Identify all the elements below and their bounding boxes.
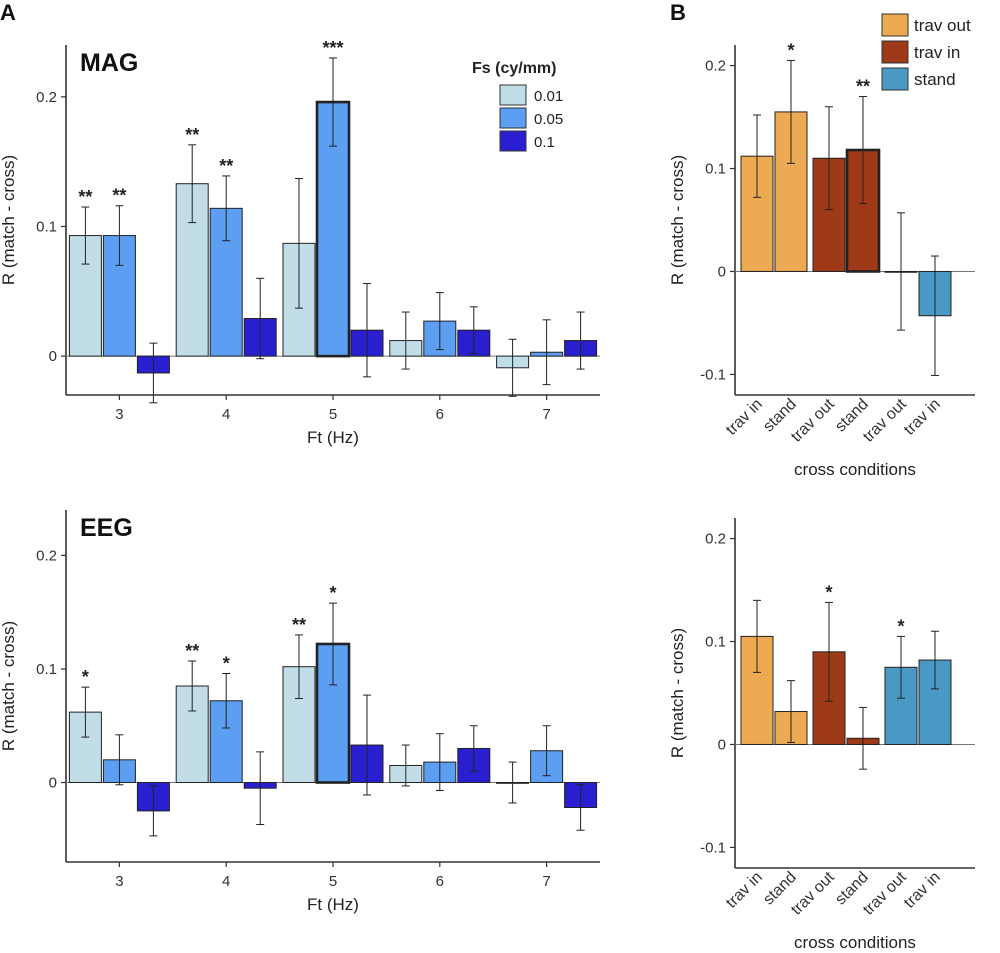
x-tick-label: 7 [542,873,550,890]
y-tick-label: -0.1 [700,839,726,856]
y-axis-label: R (match - cross) [668,155,687,285]
y-axis-label: R (match - cross) [668,628,687,758]
legend-swatch [499,84,527,106]
x-tick-label: trav in [723,396,766,439]
x-tick-label: 4 [222,406,230,423]
eeg-ft-chart: 00.10.2R (match - cross)3*4***5***6 7Ft (… [0,510,600,914]
y-axis-label: R (match - cross) [0,621,18,751]
legend-swatch [881,13,909,37]
significance-marker: ** [292,615,306,635]
legend-swatch [499,130,527,152]
panel-label-b: B [670,0,686,25]
x-tick-label: 6 [436,873,444,890]
y-tick-label: 0 [718,736,726,753]
x-axis-label: Ft (Hz) [307,895,359,914]
significance-marker: ** [185,125,199,145]
x-tick-label: 3 [115,406,123,423]
significance-marker: ** [78,187,92,207]
significance-marker: * [223,654,230,674]
y-tick-label: 0.1 [36,218,57,235]
significance-marker: * [329,583,336,603]
chart-title: EEG [80,514,133,542]
y-tick-label: 0.2 [705,58,726,75]
legend-label: 0.05 [534,111,563,128]
x-axis-label: cross conditions [794,460,916,479]
x-axis-label: Ft (Hz) [307,428,359,447]
y-tick-label: 0 [49,775,57,792]
legend-title: Fs (cy/mm) [472,60,556,77]
legend-label: 0.01 [534,88,563,105]
legend-label: stand [914,70,956,89]
significance-marker: *** [322,38,343,58]
mag-ft-chart: 0 0.1 0.2 R (match - cross) 3 ** ** 4 ** ** 5 *** 6 7… [0,38,600,447]
y-tick-label: 0.2 [36,89,57,106]
y-tick-label: 0.1 [705,161,726,178]
x-tick-label: 4 [222,873,230,890]
significance-marker: * [82,667,89,687]
legend-swatch [499,107,527,129]
y-tick-label: 0 [49,348,57,365]
eeg-cross-chart: -0.100.10.2R (match - cross)trav instand… [668,518,975,952]
x-tick-label: trav in [901,869,944,912]
panel-label-a: A [0,0,16,25]
y-tick-label: 0.2 [36,547,57,564]
x-tick-label: trav out [860,868,910,918]
significance-marker: * [825,582,832,602]
significance-marker: ** [185,641,199,661]
legend-swatch [881,67,909,91]
x-tick-label: 7 [542,406,550,423]
x-tick-label: 6 [436,406,444,423]
legend-swatch [881,40,909,64]
x-tick-label: trav in [901,396,944,439]
y-tick-label: 0.1 [36,661,57,678]
legend-label: trav out [914,16,971,35]
x-tick-label: trav out [788,395,838,445]
x-tick-label: trav out [860,395,910,445]
chart-title: MAG [80,49,138,77]
x-tick-label: 5 [329,406,337,423]
y-tick-label: 0.2 [705,531,726,548]
x-axis-label: cross conditions [794,933,916,952]
y-tick-label: 0 [718,263,726,280]
x-tick-label: 3 [115,873,123,890]
legend-label: trav in [914,43,960,62]
y-tick-label: 0.1 [705,634,726,651]
legend-label: 0.1 [534,134,555,151]
x-tick-label: trav out [788,868,838,918]
significance-marker: ** [112,186,126,206]
mag-cross-chart: -0.1 0 0.1 0.2 R (match - cross) trav in * stan… [668,13,975,479]
significance-marker: ** [219,156,233,176]
y-axis-label: R (match - cross) [0,155,18,285]
x-tick-label: 5 [329,873,337,890]
x-tick-label: trav in [723,869,766,912]
significance-marker: * [897,616,904,636]
significance-marker: ** [856,76,870,96]
bar [740,635,774,745]
y-tick-label: -0.1 [700,366,726,383]
significance-marker: * [787,40,794,60]
